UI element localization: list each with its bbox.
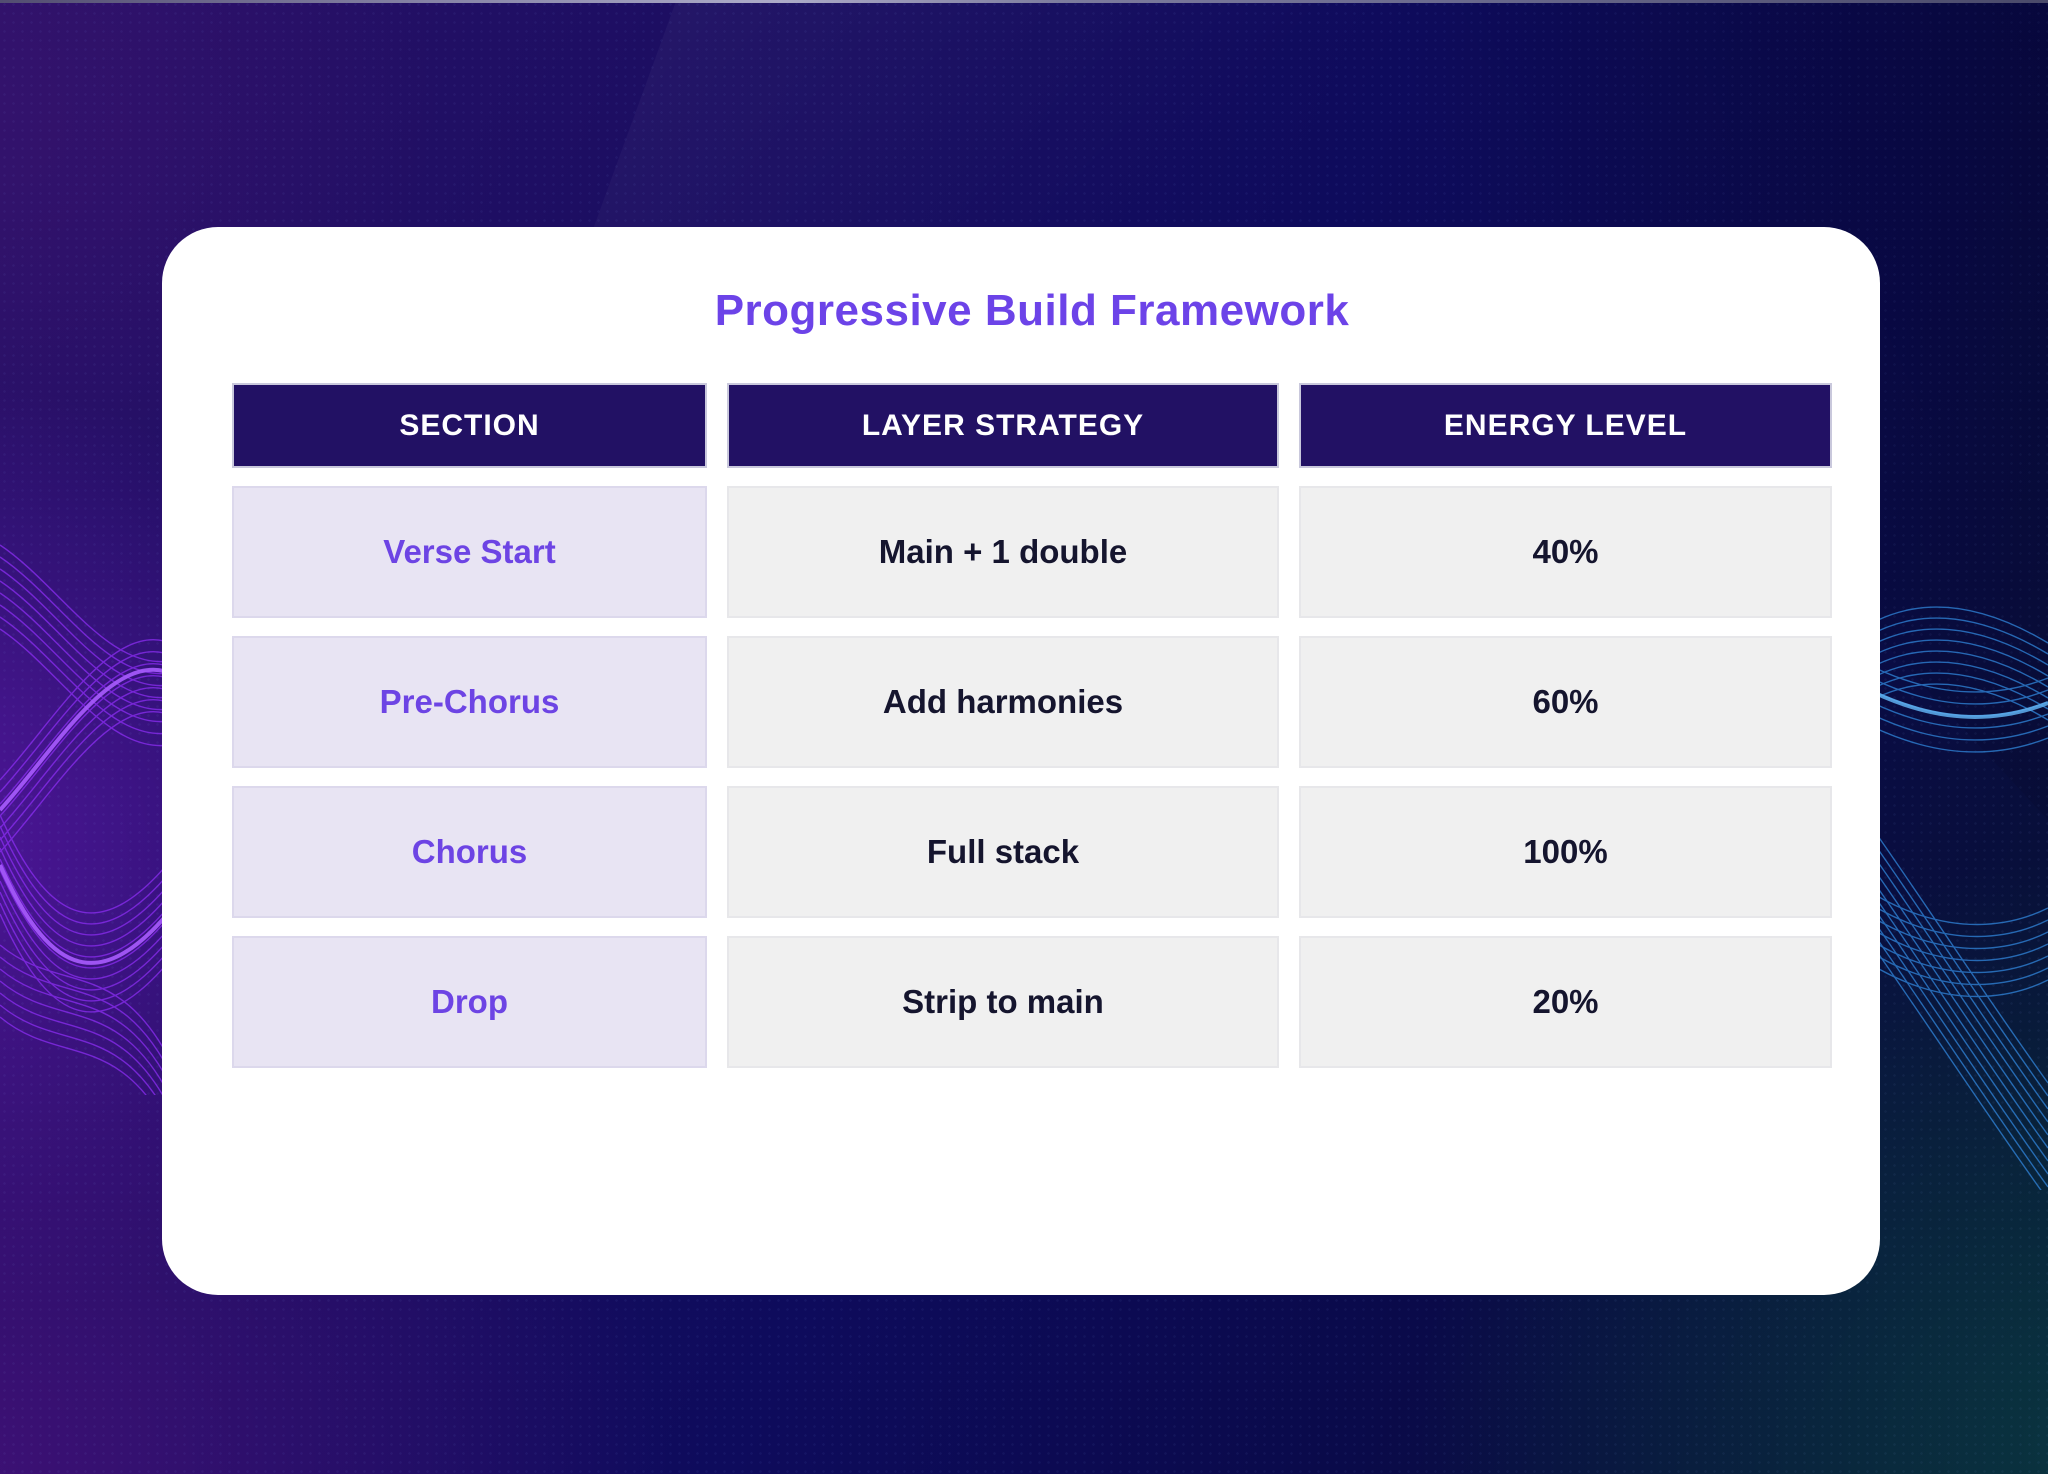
- table-cell-section: Pre-Chorus: [232, 636, 707, 768]
- content-card: Progressive Build Framework SECTION LAYE…: [162, 227, 1880, 1295]
- table-cell-energy: 20%: [1299, 936, 1832, 1068]
- column-header-energy-level: ENERGY LEVEL: [1299, 383, 1832, 468]
- table-cell-section: Drop: [232, 936, 707, 1068]
- table-cell-section: Chorus: [232, 786, 707, 918]
- column-header-section: SECTION: [232, 383, 707, 468]
- wave-lines-icon: [0, 544, 175, 1095]
- table-cell-energy: 40%: [1299, 486, 1832, 618]
- table-cell-strategy: Add harmonies: [727, 636, 1279, 768]
- table-cell-energy: 100%: [1299, 786, 1832, 918]
- page-title: Progressive Build Framework: [714, 286, 1350, 335]
- table-cell-energy: 60%: [1299, 636, 1832, 768]
- framework-table: SECTION LAYER STRATEGY ENERGY LEVEL Vers…: [232, 383, 1832, 1068]
- column-header-layer-strategy: LAYER STRATEGY: [727, 383, 1279, 468]
- top-edge-strip: [0, 0, 2048, 3]
- table-cell-strategy: Strip to main: [727, 936, 1279, 1068]
- table-cell-strategy: Main + 1 double: [727, 486, 1279, 618]
- table-cell-strategy: Full stack: [727, 786, 1279, 918]
- table-cell-section: Verse Start: [232, 486, 707, 618]
